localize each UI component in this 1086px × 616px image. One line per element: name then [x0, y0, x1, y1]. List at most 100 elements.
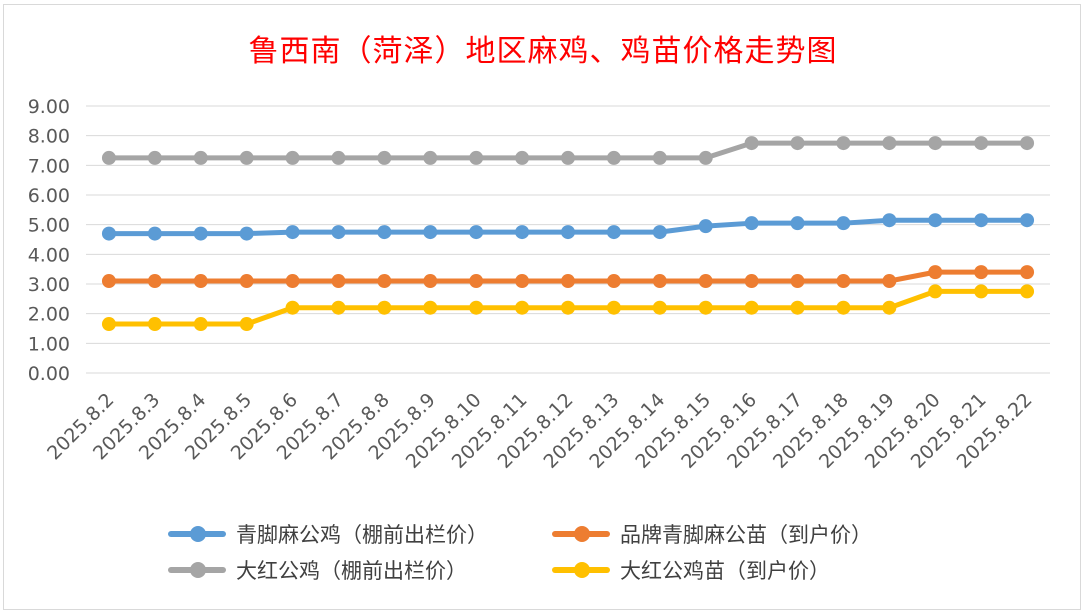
data-point[interactable]	[101, 317, 116, 332]
data-point[interactable]	[285, 225, 300, 240]
data-point[interactable]	[836, 300, 851, 315]
data-point[interactable]	[515, 300, 530, 315]
data-point[interactable]	[1020, 213, 1035, 228]
legend-label: 品牌青脚麻公苗（到户价）	[620, 523, 872, 547]
data-point[interactable]	[515, 150, 530, 165]
data-point[interactable]	[836, 136, 851, 151]
data-point[interactable]	[377, 150, 392, 165]
data-point[interactable]	[193, 226, 208, 241]
data-point[interactable]	[423, 150, 438, 165]
data-point[interactable]	[101, 150, 116, 165]
data-point[interactable]	[423, 225, 438, 240]
data-point[interactable]	[423, 300, 438, 315]
data-point[interactable]	[698, 300, 713, 315]
data-point[interactable]	[790, 300, 805, 315]
legend-swatch	[168, 526, 226, 542]
data-point[interactable]	[882, 213, 897, 228]
data-point[interactable]	[469, 225, 484, 240]
data-point[interactable]	[836, 216, 851, 231]
data-point[interactable]	[147, 317, 162, 332]
data-point[interactable]	[652, 274, 667, 289]
data-point[interactable]	[790, 216, 805, 231]
y-tick-label: 5.00	[28, 215, 70, 237]
data-point[interactable]	[561, 300, 575, 315]
data-point[interactable]	[928, 136, 943, 151]
data-point[interactable]	[285, 150, 300, 165]
data-point[interactable]	[974, 136, 989, 151]
data-point[interactable]	[928, 284, 943, 299]
data-point[interactable]	[285, 300, 300, 315]
data-point[interactable]	[652, 150, 667, 165]
data-point[interactable]	[698, 274, 713, 289]
legend-item[interactable]: 大红公鸡苗（到户价）	[552, 550, 830, 590]
legend-item[interactable]: 品牌青脚麻公苗（到户价）	[552, 514, 872, 554]
legend-marker	[574, 562, 590, 578]
legend-swatch	[552, 562, 610, 578]
data-point[interactable]	[652, 225, 667, 240]
data-point[interactable]	[331, 274, 346, 289]
legend-item[interactable]: 青脚麻公鸡（棚前出栏价）	[168, 514, 488, 554]
data-point[interactable]	[101, 274, 116, 289]
data-point[interactable]	[698, 219, 713, 234]
data-point[interactable]	[239, 274, 254, 289]
data-point[interactable]	[790, 136, 805, 151]
data-point[interactable]	[928, 213, 943, 228]
data-point[interactable]	[974, 265, 989, 280]
data-point[interactable]	[193, 150, 208, 165]
legend-marker	[190, 562, 206, 578]
data-point[interactable]	[836, 274, 851, 289]
data-point[interactable]	[1020, 136, 1035, 151]
data-point[interactable]	[469, 300, 484, 315]
data-point[interactable]	[698, 150, 713, 165]
data-point[interactable]	[377, 225, 392, 240]
data-point[interactable]	[331, 225, 346, 240]
data-point[interactable]	[744, 216, 759, 231]
data-point[interactable]	[561, 225, 575, 240]
data-point[interactable]	[606, 150, 621, 165]
data-point[interactable]	[652, 300, 667, 315]
data-point[interactable]	[239, 150, 254, 165]
chart-title: 鲁西南（菏泽）地区麻鸡、鸡苗价格走势图	[248, 34, 838, 69]
data-point[interactable]	[744, 136, 759, 151]
data-point[interactable]	[974, 213, 989, 228]
data-point[interactable]	[469, 150, 484, 165]
data-point[interactable]	[239, 317, 254, 332]
data-point[interactable]	[193, 274, 208, 289]
data-point[interactable]	[331, 150, 346, 165]
data-point[interactable]	[606, 225, 621, 240]
data-point[interactable]	[882, 300, 897, 315]
data-point[interactable]	[928, 265, 943, 280]
data-point[interactable]	[515, 225, 530, 240]
data-point[interactable]	[1020, 265, 1035, 280]
data-point[interactable]	[515, 274, 530, 289]
data-point[interactable]	[147, 226, 162, 241]
data-point[interactable]	[882, 136, 897, 151]
y-tick-label: 6.00	[28, 185, 70, 207]
legend-marker	[190, 526, 206, 542]
legend-item[interactable]: 大红公鸡（棚前出栏价）	[168, 550, 467, 590]
legend-swatch	[168, 562, 226, 578]
data-point[interactable]	[974, 284, 989, 299]
data-point[interactable]	[882, 274, 897, 289]
data-point[interactable]	[744, 274, 759, 289]
data-point[interactable]	[744, 300, 759, 315]
data-point[interactable]	[193, 317, 208, 332]
data-point[interactable]	[101, 226, 116, 241]
data-point[interactable]	[469, 274, 484, 289]
data-point[interactable]	[1020, 284, 1035, 299]
data-point[interactable]	[285, 274, 300, 289]
data-point[interactable]	[147, 274, 162, 289]
data-point[interactable]	[423, 274, 438, 289]
data-point[interactable]	[377, 300, 392, 315]
data-point[interactable]	[239, 226, 254, 241]
legend-marker	[574, 526, 590, 542]
data-point[interactable]	[561, 274, 575, 289]
data-point[interactable]	[377, 274, 392, 289]
data-point[interactable]	[147, 150, 162, 165]
data-point[interactable]	[606, 274, 621, 289]
data-point[interactable]	[790, 274, 805, 289]
data-point[interactable]	[606, 300, 621, 315]
data-point[interactable]	[561, 150, 575, 165]
data-point[interactable]	[331, 300, 346, 315]
chart-legend: 青脚麻公鸡（棚前出栏价） 品牌青脚麻公苗（到户价） 大红公鸡（棚前出栏价） 大红公鸡苗…	[0, 512, 1086, 602]
